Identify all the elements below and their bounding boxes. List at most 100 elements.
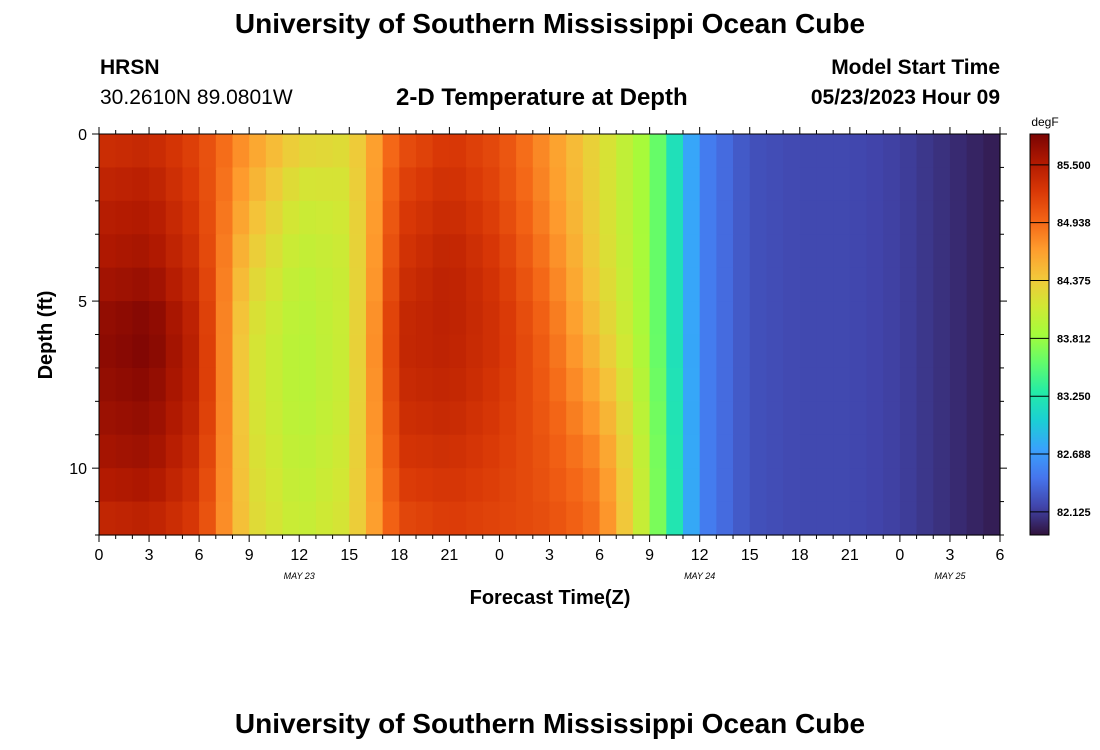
heatmap-cell xyxy=(516,134,534,169)
heatmap-cell xyxy=(566,434,584,469)
heatmap-cell xyxy=(299,301,317,336)
heatmap-cell xyxy=(749,401,768,436)
heatmap-cell xyxy=(566,134,584,169)
page-title: University of Southern Mississippi Ocean… xyxy=(234,8,866,39)
heatmap-cell xyxy=(232,434,250,469)
heatmap-cell xyxy=(132,334,150,369)
heatmap-cell xyxy=(532,401,551,436)
heatmap-cell xyxy=(365,301,384,336)
heatmap-cell xyxy=(632,301,651,336)
heatmap-cell xyxy=(399,167,417,202)
heatmap-cell xyxy=(215,167,234,202)
heatmap-cell xyxy=(365,134,384,169)
colorbar-tick-label: 84.938 xyxy=(1057,218,1091,230)
heatmap-cell xyxy=(649,301,667,336)
heatmap-cell xyxy=(432,468,450,503)
heatmap-cell xyxy=(399,200,417,235)
heatmap-cell xyxy=(332,301,350,336)
heatmap-cell xyxy=(833,267,851,302)
heatmap-cell xyxy=(315,367,334,402)
heatmap-cell xyxy=(666,334,684,369)
heatmap-cell xyxy=(599,367,617,402)
date-label: MAY 23 xyxy=(284,571,315,581)
heatmap-cell xyxy=(482,501,501,536)
heatmap-cell xyxy=(799,401,818,436)
heatmap-cell xyxy=(115,267,133,302)
heatmap-cell xyxy=(382,334,400,369)
heatmap-cell xyxy=(766,334,784,369)
heatmap-cell xyxy=(149,434,167,469)
heatmap-cell xyxy=(516,468,534,503)
heatmap-cell xyxy=(949,334,968,369)
colorbar-tick-label: 82.125 xyxy=(1057,507,1091,519)
heatmap-cell xyxy=(299,468,317,503)
heatmap-cell xyxy=(199,468,217,503)
heatmap-cell xyxy=(582,234,601,269)
heatmap-cell xyxy=(816,301,834,336)
heatmap-cell xyxy=(165,234,184,269)
heatmap-cell xyxy=(799,301,818,336)
heatmap-cell xyxy=(866,234,884,269)
heatmap-cell xyxy=(816,468,834,503)
heatmap-cell xyxy=(432,434,450,469)
heatmap-cell xyxy=(682,434,701,469)
heatmap-cell xyxy=(132,267,150,302)
heatmap-cell xyxy=(833,367,851,402)
colorbar-tick-label: 83.812 xyxy=(1057,333,1091,345)
station-coordinates: 30.2610N 89.0801W xyxy=(100,86,293,109)
heatmap-cell xyxy=(449,401,467,436)
heatmap-cell xyxy=(816,234,834,269)
heatmap-cell xyxy=(733,501,751,536)
colorbar: 85.500 84.938 84.375 83.812 83.250 82.688 82.1… xyxy=(1029,133,1091,536)
heatmap-cell xyxy=(699,267,717,302)
heatmap-cell xyxy=(783,367,801,402)
heatmap-cell xyxy=(432,167,450,202)
heatmap-cell xyxy=(549,434,567,469)
heatmap-cell xyxy=(916,401,934,436)
heatmap-cell xyxy=(716,334,734,369)
heatmap-cell xyxy=(733,234,751,269)
heatmap-cell xyxy=(199,367,217,402)
heatmap-cell xyxy=(232,167,250,202)
heatmap-cell xyxy=(566,401,584,436)
heatmap-cell xyxy=(349,434,367,469)
heatmap-cell xyxy=(699,501,717,536)
heatmap-cell xyxy=(365,167,384,202)
heatmap-cell xyxy=(916,334,934,369)
heatmap-cell xyxy=(866,501,884,536)
heatmap-cell xyxy=(833,468,851,503)
heatmap-cell xyxy=(516,301,534,336)
heatmap-cell xyxy=(382,434,400,469)
heatmap-cell xyxy=(749,334,768,369)
heatmap-cell xyxy=(649,334,667,369)
x-tick-label: 0 xyxy=(895,547,904,564)
heatmap-cell xyxy=(532,468,551,503)
heatmap-cell xyxy=(749,134,768,169)
heatmap-cell xyxy=(966,301,984,336)
heatmap-cell xyxy=(883,501,901,536)
heatmap-cell xyxy=(182,468,200,503)
heatmap-cell xyxy=(482,367,501,402)
heatmap-cell xyxy=(182,301,200,336)
heatmap-cell xyxy=(899,501,918,536)
heatmap-cell xyxy=(165,267,184,302)
heatmap-cell xyxy=(749,367,768,402)
heatmap-cell xyxy=(566,200,584,235)
heatmap-cell xyxy=(332,234,350,269)
heatmap-cell xyxy=(249,434,267,469)
heatmap-cell xyxy=(916,301,934,336)
heatmap-cell xyxy=(199,334,217,369)
heatmap-cell xyxy=(599,334,617,369)
heatmap-cell xyxy=(516,200,534,235)
heatmap-cell xyxy=(99,334,117,369)
heatmap-cell xyxy=(682,468,701,503)
heatmap-cell xyxy=(716,267,734,302)
heatmap-cell xyxy=(783,200,801,235)
heatmap-cell xyxy=(449,501,467,536)
heatmap-cell xyxy=(349,401,367,436)
heatmap-cell xyxy=(649,234,667,269)
heatmap-cell xyxy=(632,134,651,169)
heatmap-cell xyxy=(849,167,868,202)
heatmap-cell xyxy=(816,367,834,402)
heatmap-cell xyxy=(349,200,367,235)
